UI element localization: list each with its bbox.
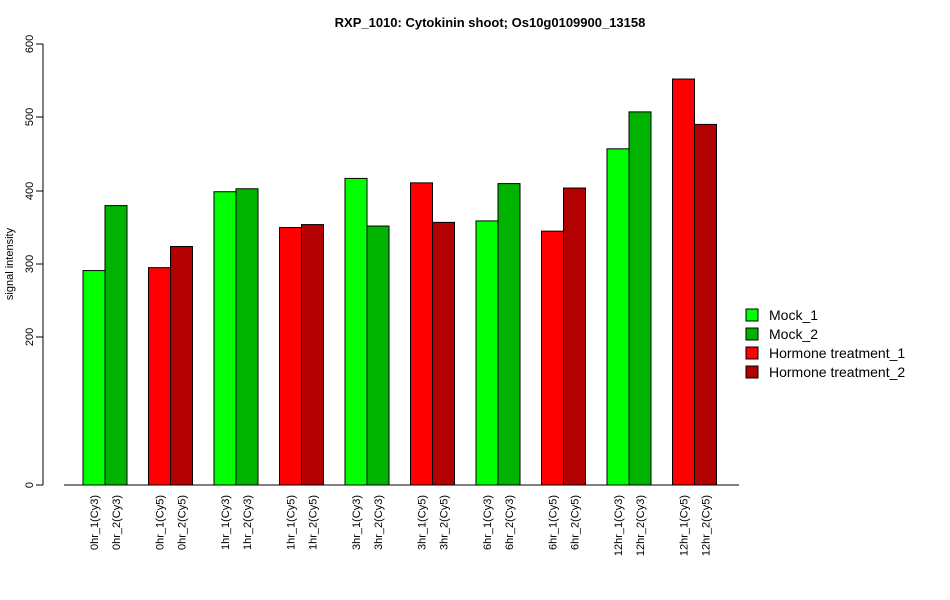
bar-3hr-1-cy5 (410, 182, 433, 486)
x-tick-labels: 0hr_1(Cy3) 0hr_2(Cy3) 0hr_1(Cy5) 0hr_2(Cy5)… (89, 495, 713, 556)
bar-12hr-2-cy3 (628, 111, 652, 486)
bars (82, 78, 717, 486)
bar-12hr-1-cy3 (606, 148, 630, 486)
bar-3hr-2-cy5 (432, 221, 455, 486)
x-tick-label: 6hr_2(Cy5) (570, 495, 582, 550)
legend-swatch (745, 327, 759, 341)
y-axis: 0 200 300 400 500 600 (24, 35, 44, 488)
bar-1hr-1-cy3 (213, 191, 237, 486)
x-tick-label: 1hr_1(Cy5) (286, 495, 298, 550)
legend: Mock_1 Mock_2 Hormone treatment_1 Hormone t… (745, 307, 905, 380)
x-tick-label: 12hr_1(Cy3) (613, 495, 625, 556)
x-tick-label: 3hr_1(Cy3) (351, 495, 363, 550)
x-tick-label: 3hr_2(Cy5) (439, 495, 451, 550)
bar-6hr-1-cy3 (475, 220, 499, 486)
x-tick-label: 3hr_1(Cy5) (417, 495, 429, 550)
y-tick-label: 0 (24, 482, 36, 488)
bar-12hr-2-cy5 (694, 123, 717, 486)
x-tick-label: 12hr_1(Cy5) (679, 495, 691, 556)
y-tick-label: 600 (24, 35, 36, 53)
legend-swatch (745, 346, 759, 360)
bar-1hr-2-cy3 (235, 188, 259, 486)
x-tick-label: 0hr_2(Cy3) (111, 495, 123, 550)
bar-0hr-2-cy5 (170, 245, 193, 486)
bar-6hr-2-cy5 (563, 187, 586, 486)
x-tick-label: 12hr_2(Cy5) (701, 495, 713, 556)
y-axis-title: signal intensity (4, 227, 16, 300)
bar-0hr-2-cy3 (104, 205, 128, 486)
bar-3hr-1-cy3 (344, 177, 368, 486)
chart-title: RXP_1010: Cytokinin shoot; Os10g0109900_… (335, 15, 646, 30)
legend-label: Hormone treatment_2 (769, 364, 905, 380)
legend-swatch (745, 308, 759, 322)
x-tick-label: 0hr_2(Cy5) (177, 495, 189, 550)
y-tick-label: 300 (24, 255, 36, 273)
y-tick-label: 200 (24, 328, 36, 346)
x-tick-label: 12hr_2(Cy3) (635, 495, 647, 556)
y-tick-label: 400 (24, 182, 36, 200)
bar-0hr-1-cy3 (82, 270, 106, 486)
x-tick-label: 6hr_1(Cy5) (548, 495, 560, 550)
x-tick-label: 1hr_2(Cy3) (242, 495, 254, 550)
x-tick-label: 3hr_2(Cy3) (373, 495, 385, 550)
x-tick-label: 1hr_1(Cy3) (220, 495, 232, 550)
bar-1hr-1-cy5 (279, 227, 302, 486)
x-tick-label: 6hr_2(Cy3) (504, 495, 516, 550)
bar-3hr-2-cy3 (366, 225, 390, 486)
y-tick-label: 500 (24, 108, 36, 126)
x-tick-label: 0hr_1(Cy3) (89, 495, 101, 550)
bar-0hr-1-cy5 (148, 267, 171, 486)
legend-label: Hormone treatment_1 (769, 345, 905, 361)
bar-1hr-2-cy5 (301, 224, 324, 486)
legend-swatch (745, 365, 759, 379)
legend-label: Mock_2 (769, 326, 818, 342)
legend-label: Mock_1 (769, 307, 818, 323)
bar-6hr-1-cy5 (541, 230, 564, 486)
x-tick-label: 6hr_1(Cy3) (482, 495, 494, 550)
x-tick-label: 0hr_1(Cy5) (155, 495, 167, 550)
bar-12hr-1-cy5 (672, 78, 695, 486)
x-tick-label: 1hr_2(Cy5) (308, 495, 320, 550)
bar-6hr-2-cy3 (497, 183, 521, 486)
